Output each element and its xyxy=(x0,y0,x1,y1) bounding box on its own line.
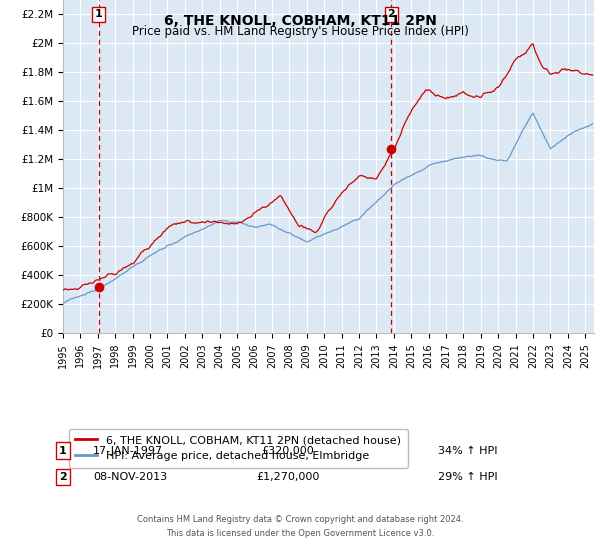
Text: 34% ↑ HPI: 34% ↑ HPI xyxy=(438,446,497,456)
Text: Contains HM Land Registry data © Crown copyright and database right 2024.: Contains HM Land Registry data © Crown c… xyxy=(137,515,463,524)
Text: Price paid vs. HM Land Registry's House Price Index (HPI): Price paid vs. HM Land Registry's House … xyxy=(131,25,469,38)
Legend: 6, THE KNOLL, COBHAM, KT11 2PN (detached house), HPI: Average price, detached ho: 6, THE KNOLL, COBHAM, KT11 2PN (detached… xyxy=(68,429,408,468)
Text: 17-JAN-1997: 17-JAN-1997 xyxy=(93,446,163,456)
Text: 2: 2 xyxy=(388,10,395,20)
Text: 1: 1 xyxy=(95,10,103,20)
Text: 6, THE KNOLL, COBHAM, KT11 2PN: 6, THE KNOLL, COBHAM, KT11 2PN xyxy=(164,14,436,28)
Text: £1,270,000: £1,270,000 xyxy=(256,472,320,482)
Text: 29% ↑ HPI: 29% ↑ HPI xyxy=(438,472,497,482)
Text: 08-NOV-2013: 08-NOV-2013 xyxy=(93,472,167,482)
Text: 1: 1 xyxy=(59,446,67,456)
Text: This data is licensed under the Open Government Licence v3.0.: This data is licensed under the Open Gov… xyxy=(166,529,434,538)
Text: 2: 2 xyxy=(59,472,67,482)
Text: £320,000: £320,000 xyxy=(262,446,314,456)
